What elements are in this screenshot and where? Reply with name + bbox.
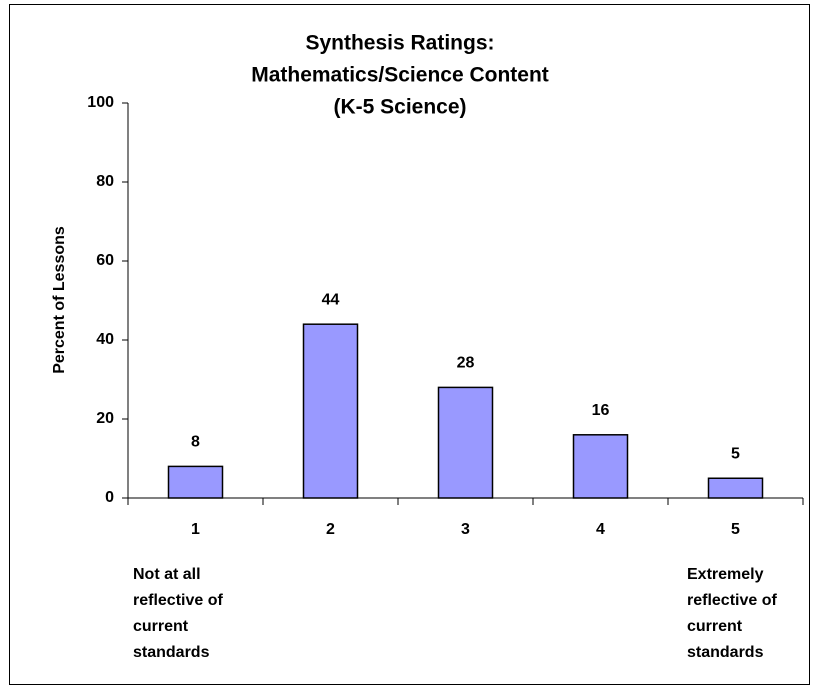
- bar: [302, 323, 359, 499]
- data-label: 5: [731, 445, 740, 462]
- annotation: reflective of: [687, 592, 777, 609]
- y-tick-label: 0: [105, 489, 114, 506]
- x-tick-label: 2: [326, 521, 335, 538]
- data-label: 28: [457, 355, 475, 372]
- bar: [437, 386, 494, 499]
- bar: [572, 434, 629, 499]
- x-tick-label: 1: [191, 521, 200, 538]
- data-label: 8: [191, 434, 200, 451]
- annotation: current: [687, 618, 743, 635]
- y-tick-label: 80: [96, 173, 114, 190]
- y-tick-label: 100: [87, 94, 114, 111]
- x-tick-label: 4: [596, 521, 605, 538]
- annotation: reflective of: [133, 592, 223, 609]
- annotation: Extremely: [687, 566, 764, 583]
- y-axis-label: Percent of Lessons: [51, 226, 68, 374]
- data-label: 16: [592, 402, 610, 419]
- x-tick-label: 3: [461, 521, 470, 538]
- chart-title: (K-5 Science): [333, 96, 466, 119]
- bar: [707, 477, 764, 499]
- annotation: current: [133, 618, 189, 635]
- x-tick-label: 5: [731, 521, 740, 538]
- annotation: Not at all: [133, 566, 201, 583]
- y-tick-label: 40: [96, 331, 114, 348]
- data-label: 44: [322, 291, 340, 308]
- bar: [167, 465, 224, 499]
- annotation: standards: [133, 644, 210, 661]
- chart-border: [9, 4, 810, 685]
- chart-title: Mathematics/Science Content: [251, 64, 549, 87]
- y-tick-label: 60: [96, 252, 114, 269]
- chart-title: Synthesis Ratings:: [305, 32, 494, 55]
- annotation: standards: [687, 644, 764, 661]
- y-tick-label: 20: [96, 410, 114, 427]
